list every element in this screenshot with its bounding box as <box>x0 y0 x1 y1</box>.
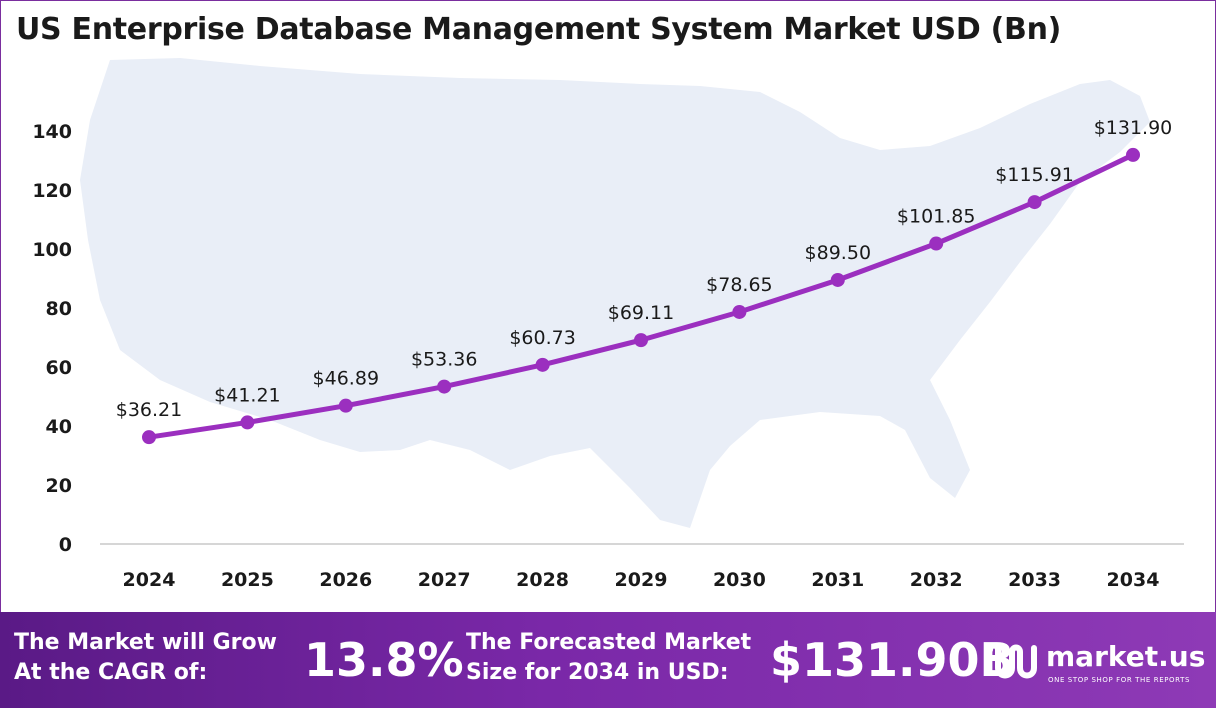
x-tick-label: 2034 <box>1107 569 1160 591</box>
forecast-label: The Forecasted Market Size for 2034 in U… <box>466 628 751 688</box>
brand-name: market.us <box>1046 640 1206 673</box>
data-label: $89.50 <box>805 242 871 264</box>
x-tick-label: 2031 <box>811 569 864 591</box>
y-tick-label: 120 <box>32 180 72 202</box>
x-tick-label: 2032 <box>910 569 963 591</box>
x-tick-label: 2024 <box>123 569 176 591</box>
x-tick-label: 2028 <box>516 569 569 591</box>
x-tick-label: 2027 <box>418 569 471 591</box>
data-point <box>240 415 255 430</box>
data-label: $53.36 <box>411 349 477 371</box>
data-label: $115.91 <box>995 164 1074 186</box>
data-point <box>732 304 747 319</box>
y-tick-label: 40 <box>46 416 72 438</box>
data-point <box>142 430 156 445</box>
data-label: $78.65 <box>706 274 772 296</box>
chart-title: US Enterprise Database Management System… <box>16 12 1062 47</box>
cagr-value: 13.8% <box>304 633 464 687</box>
x-axis: 2024 2025 2026 2027 2028 2029 2030 2031 2032 2033… <box>123 569 1160 591</box>
y-axis: 0 20 40 60 80 100 120 140 <box>32 121 72 556</box>
data-point <box>535 357 550 372</box>
y-tick-label: 80 <box>46 298 72 320</box>
data-label: $131.90 <box>1094 117 1173 139</box>
data-label: $69.11 <box>608 302 674 324</box>
data-point <box>1027 195 1042 210</box>
x-tick-label: 2029 <box>615 569 668 591</box>
data-label: $60.73 <box>509 327 575 349</box>
summary-banner: The Market will Grow At the CAGR of: 13.… <box>0 612 1216 708</box>
brand-tagline: ONE STOP SHOP FOR THE REPORTS <box>1048 676 1191 684</box>
cagr-label-line2: At the CAGR of: <box>14 660 208 685</box>
data-point <box>830 272 845 287</box>
data-point <box>634 333 648 348</box>
forecast-label-line1: The Forecasted Market <box>466 630 752 655</box>
y-tick-label: 60 <box>46 357 72 379</box>
y-tick-label: 20 <box>46 475 72 497</box>
forecast-label-line2: Size for 2034 in USD: <box>466 660 729 685</box>
data-label: $46.89 <box>313 368 379 390</box>
data-point <box>1126 147 1140 162</box>
data-labels: $36.21 $41.21 $46.89 $53.36 $60.73 $69.11 $78.… <box>116 117 1173 421</box>
y-tick-label: 100 <box>32 239 72 261</box>
y-tick-label: 0 <box>59 534 72 556</box>
data-label: $41.21 <box>214 384 280 406</box>
data-points <box>142 147 1140 445</box>
x-tick-label: 2026 <box>319 569 372 591</box>
x-tick-label: 2025 <box>221 569 274 591</box>
forecast-value: $131.90B <box>770 633 1015 687</box>
data-label: $36.21 <box>116 399 182 421</box>
market-us-logo-icon <box>987 642 1037 679</box>
x-tick-label: 2033 <box>1008 569 1061 591</box>
brand-logo: market.us ONE STOP SHOP FOR THE REPORTS <box>984 638 1209 690</box>
data-label: $101.85 <box>897 206 976 228</box>
cagr-label: The Market will Grow At the CAGR of: <box>14 628 277 688</box>
data-point <box>929 236 944 251</box>
data-point <box>338 398 353 413</box>
us-map-background <box>80 58 1150 528</box>
y-tick-label: 140 <box>32 121 72 143</box>
cagr-label-line1: The Market will Grow <box>14 630 277 655</box>
x-tick-label: 2030 <box>713 569 766 591</box>
data-point <box>437 379 452 394</box>
